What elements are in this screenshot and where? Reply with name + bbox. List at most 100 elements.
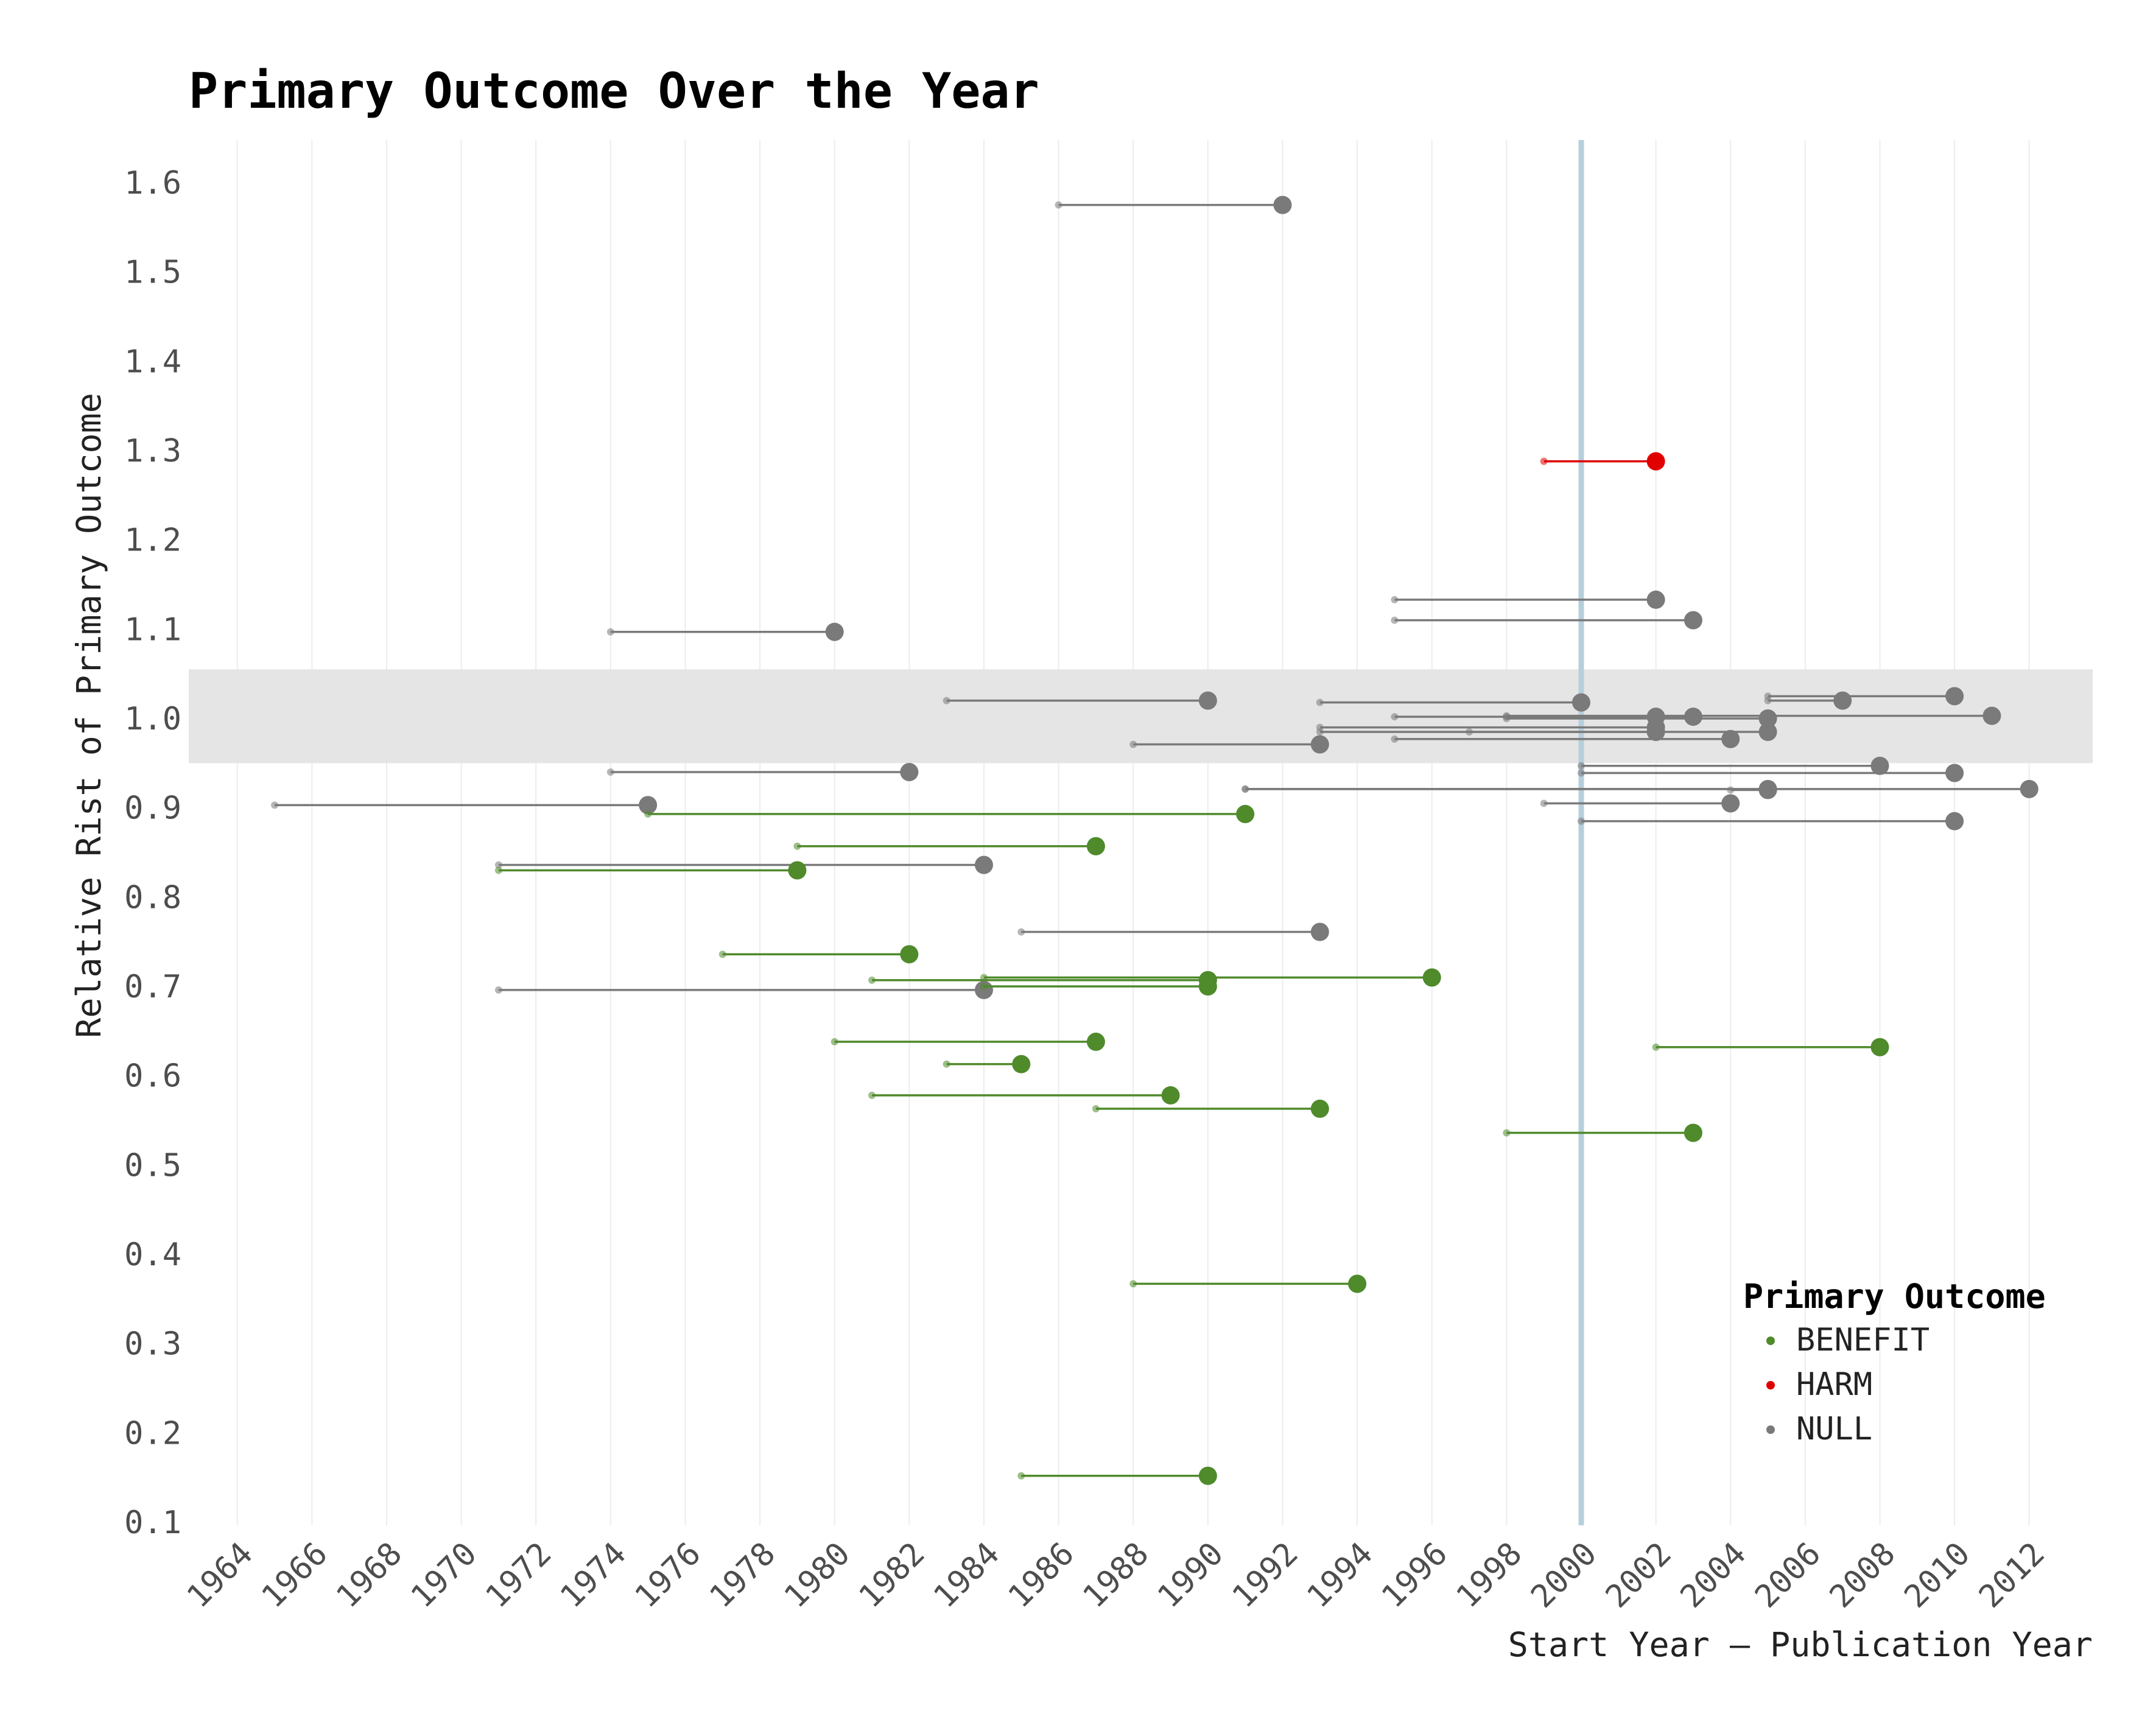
y-tick-label-1.5: 1.5 [124,255,181,291]
benefit-end-point-12 [1684,1123,1702,1142]
null-end-point-18 [900,763,919,781]
null-end-point-10 [1758,709,1777,728]
null-start-point-14 [1466,728,1473,736]
legend-label-harm: HARM [1796,1366,1872,1403]
null-end-point-11 [1982,706,2001,725]
grid [236,140,2030,1525]
series-harm [1540,452,1665,471]
legend-key-null [1766,1425,1775,1434]
null-end-point-1 [1646,590,1665,609]
y-tick-label-1.4: 1.4 [124,343,181,380]
null-end-point-24 [639,796,658,815]
legend-label-null: NULL [1796,1411,1872,1447]
y-tick-label-0.8: 0.8 [124,879,181,916]
null-end-point-5 [1833,691,1852,710]
legend-label-benefit: BENEFIT [1796,1322,1930,1358]
null-start-point-21 [1241,785,1249,793]
null-end-point-3 [825,622,844,641]
benefit-end-point-4 [1422,968,1441,987]
x-axis-title: Start Year — Publication Year [1508,1625,2093,1664]
benefit-start-point-2 [494,866,502,874]
y-tick-label-1.1: 1.1 [124,611,181,648]
null-start-point-5 [1764,697,1772,704]
null-start-point-15 [1391,735,1399,743]
null-start-point-3 [606,628,614,636]
benefit-end-point-11 [1310,1099,1329,1118]
benefit-end-point-8 [1870,1038,1889,1056]
benefit-start-point-3 [718,950,726,958]
benefit-end-point-14 [1198,1466,1217,1485]
null-start-point-1 [1391,595,1399,603]
harm-end-point-0 [1646,452,1665,471]
null-end-point-16 [1310,735,1329,754]
benefit-start-point-8 [1652,1043,1660,1051]
y-tick-label-0.3: 0.3 [124,1326,181,1363]
null-end-point-14 [1758,723,1777,741]
null-start-point-17 [1578,762,1585,770]
null-start-point-7 [1316,698,1324,706]
null-end-point-6 [1198,691,1217,710]
null-start-point-28 [494,986,502,994]
benefit-start-point-6 [980,983,988,990]
benefit-end-point-1 [1086,837,1105,855]
null-start-point-26 [494,861,502,869]
series-null [271,195,2038,999]
y-tick-label-0.6: 0.6 [124,1058,181,1095]
benefit-end-point-10 [1161,1086,1180,1105]
legend-key-benefit [1766,1337,1775,1345]
null-end-point-21 [2020,779,2038,798]
null-start-point-16 [1129,740,1137,748]
y-tick-label-0.1: 0.1 [124,1505,181,1541]
null-end-point-7 [1572,693,1591,712]
benefit-start-point-1 [793,842,801,850]
series-benefit [494,804,1889,1485]
benefit-start-point-9 [943,1060,950,1068]
y-axis-ticks: 0.1 0.2 0.3 0.4 0.5 0.6 0.7 0.8 0.9 1.0 1.1 1.2 1.3 1… [124,165,181,1541]
null-end-point-26 [974,855,993,874]
benefit-end-point-7 [1086,1032,1105,1051]
null-start-point-23 [1540,799,1548,807]
null-end-point-4 [1945,687,1964,706]
benefit-start-point-5 [868,976,876,984]
benefit-start-point-14 [1017,1472,1025,1480]
benefit-start-point-13 [1129,1280,1137,1288]
benefit-end-point-13 [1348,1274,1367,1293]
null-start-point-2 [1391,616,1399,624]
null-start-point-0 [1055,201,1062,209]
y-tick-label-0.7: 0.7 [124,969,181,1005]
null-end-point-22 [1758,781,1777,799]
benefit-start-point-7 [830,1038,838,1045]
y-tick-label-0.5: 0.5 [124,1147,181,1184]
legend: Primary Outcome BENEFIT HARM NULL [1743,1277,2046,1447]
null-end-point-17 [1870,756,1889,775]
benefit-end-point-0 [1236,804,1255,823]
null-end-point-15 [1721,729,1740,748]
null-start-point-18 [606,768,614,776]
null-start-point-8 [1391,713,1399,721]
benefit-end-point-6 [1198,977,1217,996]
y-tick-label-1.3: 1.3 [124,433,181,469]
y-tick-label-1.6: 1.6 [124,165,181,202]
y-tick-label-0.2: 0.2 [124,1415,181,1452]
null-start-point-13 [1316,728,1324,736]
y-tick-label-1.2: 1.2 [124,522,181,559]
harm-start-point-0 [1540,457,1548,465]
null-start-point-22 [1727,786,1735,794]
y-tick-label-0.4: 0.4 [124,1237,181,1273]
null-start-point-11 [1503,712,1511,720]
benefit-end-point-3 [900,945,919,964]
null-start-point-24 [271,801,279,809]
benefit-start-point-10 [868,1091,876,1099]
data-marks [271,195,2038,1485]
benefit-end-point-2 [788,861,807,880]
y-axis-title: Relative Rist of Primary Outcome [69,393,108,1038]
null-end-point-19 [1945,764,1964,782]
benefit-start-point-12 [1503,1129,1511,1137]
chart-title: Primary Outcome Over the Year [189,63,1039,119]
null-start-point-27 [1017,928,1025,936]
null-start-point-25 [1578,817,1585,825]
benefit-end-point-9 [1012,1055,1031,1073]
benefit-start-point-0 [644,810,652,818]
